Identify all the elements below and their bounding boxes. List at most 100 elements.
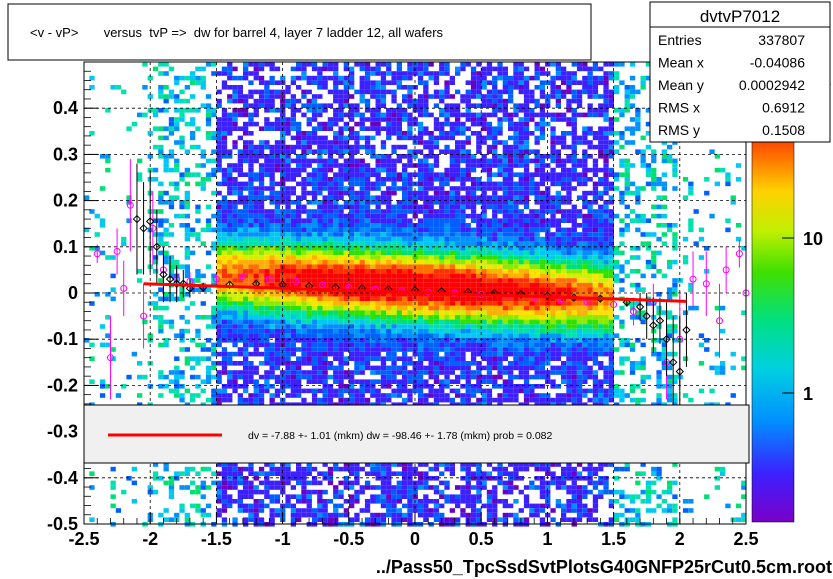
heatmap-cell [243,361,249,366]
heatmap-cell [470,177,477,182]
heatmap-cell [359,255,365,260]
heatmap-cell [386,480,392,486]
heatmap-cell [110,466,116,472]
heatmap-cell [306,144,312,150]
heatmap-cell [433,319,440,325]
heatmap-cell [131,499,137,504]
heatmap-cell [402,163,408,168]
heatmap-cell [264,85,270,90]
heatmap-cell [306,181,312,187]
heatmap-cell [205,512,212,518]
heatmap-cell [84,227,90,233]
heatmap-cell [375,158,381,164]
heatmap-cell [290,158,296,164]
heatmap-cell [423,370,429,375]
heatmap-cell [253,232,259,237]
heatmap-cell [433,361,440,366]
heatmap-cell [502,181,508,187]
heatmap-cell [296,269,302,274]
heatmap-cell [444,108,450,113]
heatmap-cell [428,361,434,366]
heatmap-cell [470,287,477,292]
heatmap-cell [237,278,243,283]
heatmap-cell [449,361,455,366]
heatmap-cell [158,71,164,76]
heatmap-cell [190,108,196,113]
heatmap-cell [285,85,291,90]
heatmap-cell [174,80,180,85]
heatmap-cell [417,485,424,490]
heatmap-cell [486,351,493,357]
heatmap-cell [497,121,503,127]
heatmap-cell [433,512,440,518]
heatmap-cell [296,232,302,237]
heatmap-cell [476,397,482,403]
heatmap-cell [492,241,498,246]
heatmap-cell [455,287,461,292]
heatmap-cell [285,370,291,375]
heatmap-cell [158,108,164,113]
heatmap-cell [396,388,402,394]
heatmap-cell [417,512,424,518]
heatmap-cell [205,172,212,177]
heatmap-cell [380,241,387,246]
heatmap-cell [311,342,318,348]
heatmap-cell [274,499,281,504]
heatmap-cell [370,282,376,288]
heatmap-cell [311,126,318,131]
heatmap-cell [248,149,254,154]
heatmap-cell [476,163,482,168]
heatmap-cell [433,246,440,251]
heatmap-cell [428,255,434,260]
heatmap-cell [492,108,498,113]
heatmap-cell [407,489,413,495]
heatmap-cell [317,512,323,518]
heatmap-cell [497,255,503,260]
heatmap-cell [322,476,328,481]
heatmap-cell [89,246,95,251]
heatmap-cell [269,232,275,237]
heatmap-cell [248,397,254,403]
heatmap-cell [476,259,482,265]
heatmap-cell [439,319,445,325]
heatmap-cell [237,149,243,154]
heatmap-cell [290,508,296,513]
heatmap-cell [375,319,381,325]
heatmap-cell [407,103,413,108]
heatmap-cell [396,319,402,325]
heatmap-cell [460,356,466,361]
heatmap-cell [89,85,95,90]
heatmap-cell [407,172,413,177]
heatmap-cell [497,103,503,108]
heatmap-cell [433,356,440,361]
heatmap-cell [449,333,455,338]
heatmap-cell [280,255,286,260]
heatmap-cell [359,195,365,200]
heatmap-cell [364,305,371,311]
heatmap-cell [407,319,413,325]
heatmap-cell [274,89,281,95]
heatmap-cell [370,241,376,246]
heatmap-cell [386,489,392,495]
heatmap-cell [349,200,355,205]
heatmap-cell [492,66,498,72]
heatmap-cell [248,282,254,288]
heatmap-cell [433,278,440,283]
heatmap-cell [364,379,371,384]
heatmap-cell [402,172,408,177]
heatmap-cell [200,103,206,108]
heatmap-cell [492,365,498,371]
heatmap-cell [465,338,471,343]
heatmap-cell [497,301,503,306]
heatmap-cell [301,131,307,136]
heatmap-cell [195,75,201,81]
heatmap-cell [349,241,355,246]
heatmap-cell [359,342,365,348]
heatmap-cell [349,250,355,256]
heatmap-cell [386,236,392,242]
heatmap-cell [455,149,461,154]
heatmap-cell [200,66,206,72]
heatmap-cell [470,301,477,306]
heatmap-cell [481,301,487,306]
heatmap-cell [237,328,243,334]
